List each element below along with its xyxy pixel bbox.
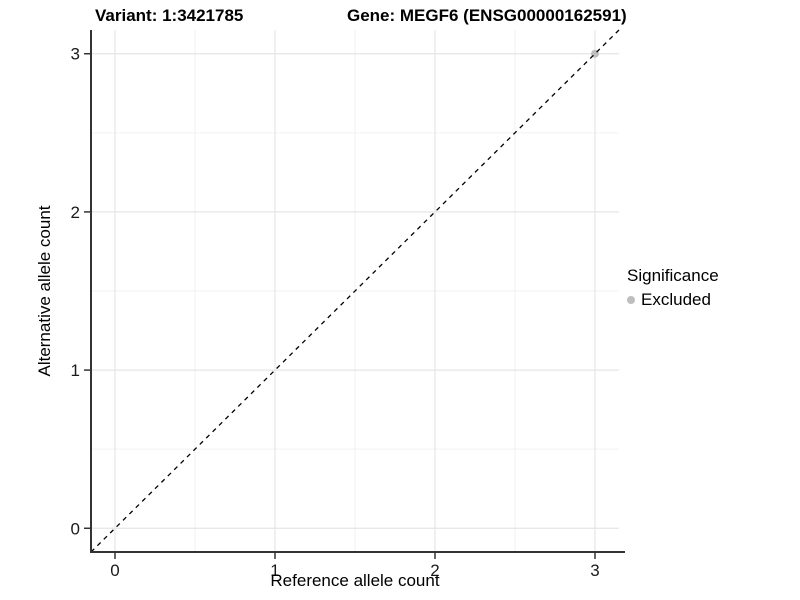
plot-title-gene: Gene: MEGF6 (ENSG00000162591) [347, 6, 627, 25]
svg-text:0: 0 [110, 561, 119, 580]
svg-text:0: 0 [71, 519, 80, 538]
svg-text:2: 2 [430, 561, 439, 580]
legend-title: Significance [627, 266, 719, 285]
svg-text:1: 1 [270, 561, 279, 580]
plot-title-variant: Variant: 1:3421785 [95, 6, 244, 25]
x-axis-label: Reference allele count [270, 571, 440, 590]
svg-text:3: 3 [71, 45, 80, 64]
legend-point-icon [627, 296, 635, 304]
legend: Significance Excluded [627, 266, 719, 310]
legend-item-excluded: Excluded [627, 290, 719, 310]
svg-text:1: 1 [71, 361, 80, 380]
y-axis-label-text: Alternative allele count [35, 205, 54, 377]
svg-text:2: 2 [71, 203, 80, 222]
svg-text:3: 3 [590, 561, 599, 580]
legend-item-label: Excluded [641, 290, 711, 309]
